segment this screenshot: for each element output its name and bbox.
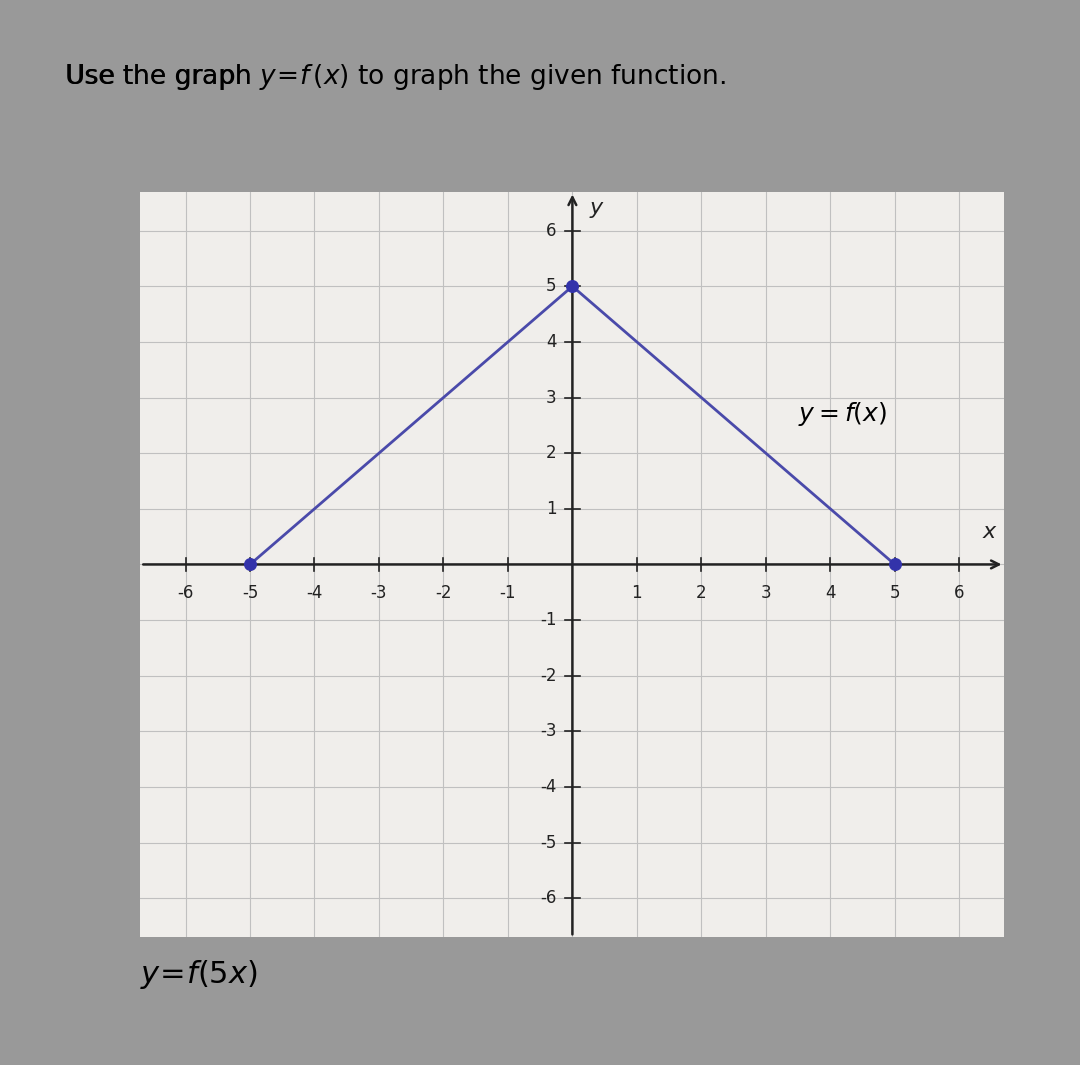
Text: 4: 4: [545, 333, 556, 350]
Text: -5: -5: [242, 584, 258, 602]
Text: 6: 6: [545, 222, 556, 240]
Text: -3: -3: [370, 584, 388, 602]
Text: -6: -6: [540, 889, 556, 907]
Text: $x$: $x$: [982, 522, 998, 542]
Text: 6: 6: [954, 584, 964, 602]
Text: Use the graph $y\!=\!f\,(x)$ to graph the given function.: Use the graph $y\!=\!f\,(x)$ to graph th…: [65, 62, 726, 92]
Point: [887, 556, 904, 573]
Text: -3: -3: [540, 722, 556, 740]
Text: 3: 3: [545, 389, 556, 407]
Text: 5: 5: [890, 584, 900, 602]
Text: $y\!=\!f(5x)$: $y\!=\!f(5x)$: [140, 958, 258, 992]
Text: 1: 1: [632, 584, 643, 602]
Text: -4: -4: [540, 779, 556, 796]
Text: $y$: $y$: [589, 200, 605, 220]
Text: 3: 3: [760, 584, 771, 602]
Text: Use the graph: Use the graph: [65, 64, 260, 91]
Text: -1: -1: [500, 584, 516, 602]
Text: 2: 2: [545, 444, 556, 462]
Text: 1: 1: [545, 499, 556, 518]
Point: [241, 556, 258, 573]
Text: -2: -2: [435, 584, 451, 602]
Text: -6: -6: [177, 584, 193, 602]
Text: 5: 5: [545, 277, 556, 295]
Text: 4: 4: [825, 584, 836, 602]
Text: -4: -4: [307, 584, 323, 602]
Text: -2: -2: [540, 667, 556, 685]
Text: 2: 2: [696, 584, 706, 602]
Text: -1: -1: [540, 611, 556, 629]
Text: -5: -5: [540, 834, 556, 852]
Text: $y = f(x)$: $y = f(x)$: [798, 400, 887, 428]
Point: [564, 278, 581, 295]
